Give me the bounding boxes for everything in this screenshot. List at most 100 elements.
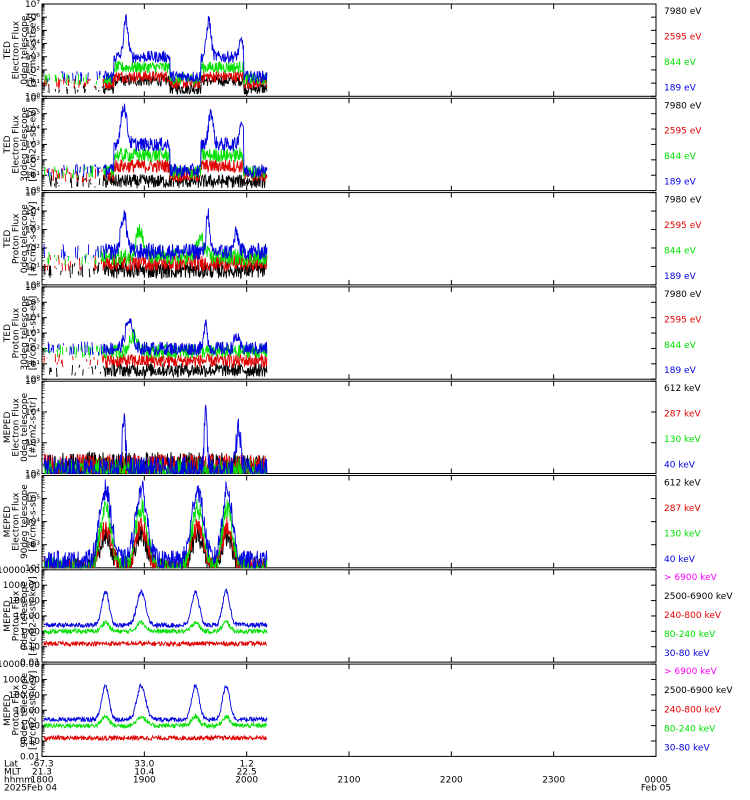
- legend-entry: 80-240 keV: [664, 724, 716, 734]
- y-tick-label: 10⁵: [25, 298, 40, 308]
- y-tick-label: 10⁶: [25, 472, 40, 482]
- panel-ylabel: MEPED: [3, 694, 13, 726]
- panel-ylabel: [#/cm2-s-str-eV]: [29, 13, 39, 88]
- legend-entry: 844 eV: [664, 152, 697, 162]
- y-tick-label: 10²: [25, 470, 40, 480]
- y-tick-label: 10²: [25, 244, 40, 254]
- y-tick-label: 10⁵: [25, 495, 40, 505]
- date-label: Feb 04: [27, 783, 58, 793]
- legend-entry: 844 eV: [664, 246, 697, 256]
- y-tick-label: 10⁰: [25, 375, 40, 385]
- y-tick-label: 1.00: [20, 627, 40, 637]
- y-tick-label: 10⁵: [25, 377, 40, 387]
- x-row-label: hhmm: [4, 775, 33, 785]
- y-tick-label: 1.00: [20, 722, 40, 732]
- panel-ylabel: [#/cm2-s-str]: [29, 397, 39, 457]
- hhmm-label: 2000: [235, 775, 258, 785]
- lat-value: 33.0: [134, 759, 154, 769]
- series-line: [43, 712, 268, 730]
- date-label: Feb 05: [641, 783, 671, 793]
- series-line: [43, 404, 268, 475]
- y-tick-label: 10⁶: [25, 13, 40, 23]
- legend-entry: 2500-6900 keV: [664, 592, 733, 602]
- hhmm-label: 2200: [440, 775, 463, 785]
- legend-entry: 844 eV: [664, 341, 697, 351]
- panel-ylabel: 90deg telescope: [20, 484, 30, 559]
- y-tick-label: 10¹: [25, 79, 40, 89]
- panel-ylabel: TED: [3, 41, 13, 60]
- legend-entry: 30-80 keV: [664, 649, 710, 659]
- y-tick-label: 10000.00: [0, 660, 40, 670]
- lat-value: -67.3: [30, 759, 53, 769]
- series-line: [43, 479, 268, 570]
- legend-entry: 130 keV: [664, 529, 701, 539]
- y-tick-label: 10³: [25, 541, 40, 551]
- panel-ylabel: 0deg telescope: [20, 581, 30, 651]
- series-line: [43, 734, 268, 742]
- legend-entry: 80-240 keV: [664, 630, 716, 640]
- y-tick-label: 10²: [25, 66, 40, 76]
- y-tick-label: 10¹: [25, 171, 40, 181]
- series-line: [43, 639, 268, 648]
- y-tick-label: 10⁴: [25, 40, 40, 50]
- legend-entry: 287 keV: [664, 410, 701, 420]
- panel-ylabel: Proton Flux: [12, 590, 22, 641]
- y-tick-label: 0.01: [20, 658, 40, 668]
- series-line: [47, 103, 268, 179]
- hhmm-label: 0000: [645, 775, 668, 785]
- y-tick-label: 10³: [25, 439, 40, 449]
- panel-ylabel: 30deg telescope: [20, 295, 30, 370]
- legend-entry: 844 eV: [664, 58, 697, 68]
- legend-entry: 7980 eV: [664, 290, 702, 300]
- y-tick-label: 10³: [25, 53, 40, 63]
- panel-ylabel: Electron Flux: [12, 492, 22, 551]
- legend-entry: 189 eV: [664, 272, 697, 282]
- series-line: [43, 588, 268, 629]
- legend-entry: 240-800 keV: [664, 611, 722, 621]
- y-tick-label: 0.01: [20, 752, 40, 762]
- y-tick-label: 1000.00: [3, 581, 40, 591]
- panel-ylabel: Proton Flux: [12, 213, 22, 264]
- y-tick-label: 10⁶: [25, 94, 40, 104]
- y-tick-label: 0.10: [20, 643, 40, 653]
- legend-entry: 2595 eV: [664, 315, 702, 325]
- x-row-label: Lat: [4, 759, 19, 769]
- legend-entry: 7980 eV: [664, 7, 702, 17]
- series-line: [44, 260, 268, 280]
- series-line: [49, 361, 268, 379]
- y-tick-label: 10⁵: [25, 189, 40, 199]
- legend-entry: 2595 eV: [664, 221, 702, 231]
- mlt-value: 10.4: [134, 767, 154, 777]
- panel-ylabel: TED: [3, 324, 13, 343]
- mlt-value: 21.3: [32, 767, 52, 777]
- y-tick-label: 10³: [25, 140, 40, 150]
- y-tick-label: 10.00: [14, 612, 40, 622]
- series-line: [47, 13, 268, 84]
- y-tick-label: 10⁴: [25, 408, 40, 418]
- y-tick-label: 10²: [25, 344, 40, 354]
- y-tick-label: 1000.00: [3, 675, 40, 685]
- legend-entry: 189 eV: [664, 366, 697, 376]
- y-tick-label: 10⁴: [25, 314, 40, 324]
- series-line: [43, 208, 268, 261]
- y-tick-label: 10⁵: [25, 26, 40, 36]
- panel-ylabel: Proton Flux: [12, 684, 22, 735]
- panel-ylabel: MEPED: [3, 412, 13, 444]
- series-line: [43, 353, 268, 368]
- panel-ylabel: MEPED: [3, 506, 13, 538]
- mlt-value: 22.5: [237, 767, 257, 777]
- y-tick-label: 10⁶: [25, 283, 40, 293]
- legend-entry: 287 keV: [664, 504, 701, 514]
- panel-ylabel: [#/cm2-s-str-keV]: [29, 671, 39, 750]
- legend-entry: 7980 eV: [664, 196, 702, 206]
- legend-entry: > 6900 keV: [664, 667, 718, 677]
- panel-ylabel: Electron Flux: [12, 397, 22, 456]
- hhmm-label: 2300: [542, 775, 565, 785]
- panel-ylabel: TED: [3, 230, 13, 249]
- panel-ylabel: Proton Flux: [12, 307, 22, 358]
- panel-ylabel: 30deg telescope: [20, 107, 30, 182]
- series-line: [45, 318, 268, 357]
- legend-entry: 30-80 keV: [664, 743, 710, 753]
- legend-entry: 40 keV: [664, 461, 696, 471]
- hhmm-label: 1900: [133, 775, 156, 785]
